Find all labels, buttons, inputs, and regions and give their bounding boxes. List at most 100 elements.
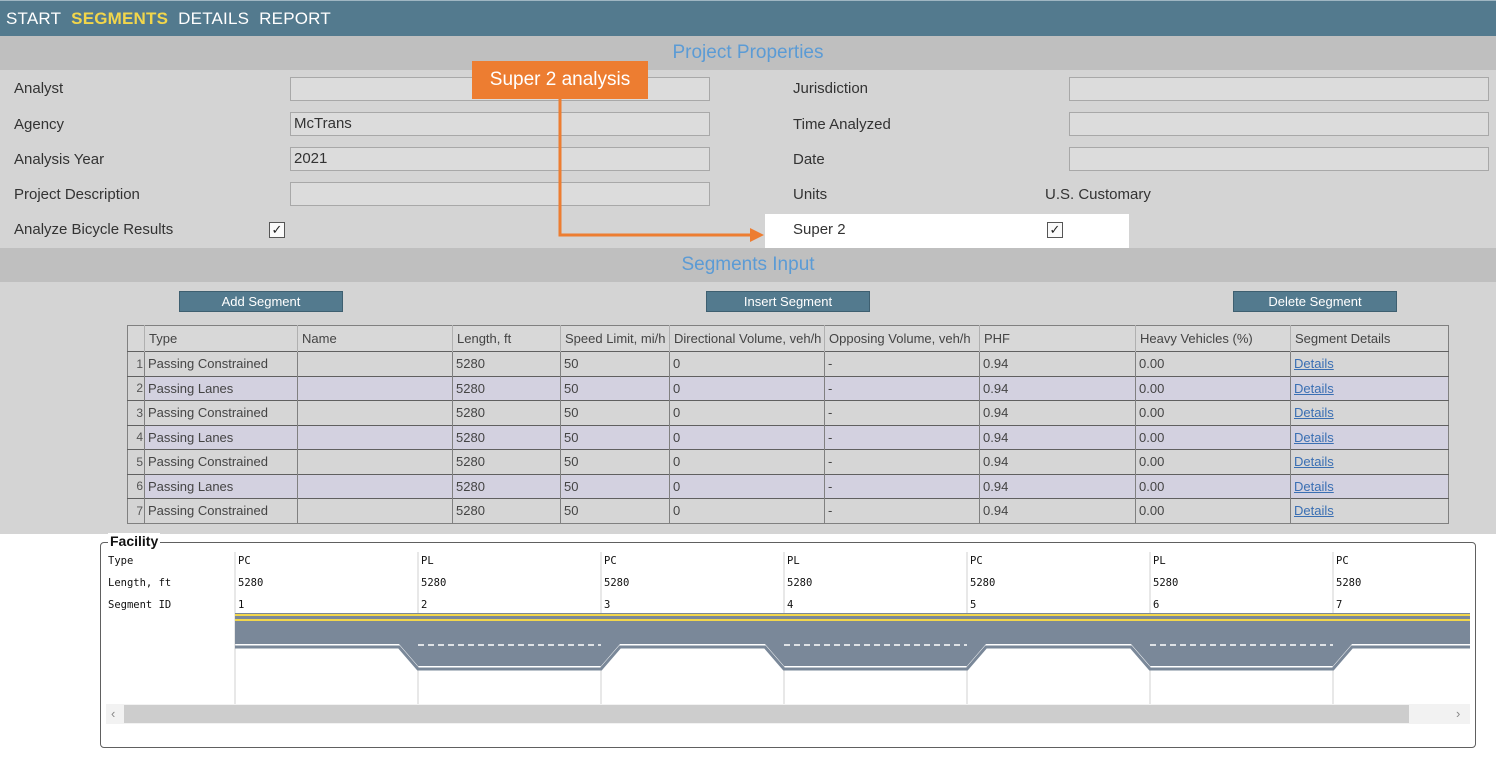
cell-heavy-vehicles[interactable]: 0.00: [1135, 375, 1291, 401]
cell-type[interactable]: Passing Constrained: [144, 498, 298, 523]
column-header-length[interactable]: Length, ft: [452, 325, 561, 352]
cell-speed-limit[interactable]: 50: [560, 449, 670, 474]
cell-phf[interactable]: 0.94: [979, 351, 1136, 376]
cell-speed-limit[interactable]: 50: [560, 424, 670, 450]
cell-type[interactable]: Passing Lanes: [144, 375, 298, 401]
scroll-left-arrow[interactable]: ‹: [111, 706, 116, 721]
add-segment-button[interactable]: Add Segment: [179, 291, 343, 312]
cell-directional-volume[interactable]: 0: [669, 375, 825, 401]
column-header-heavy-vehicles[interactable]: Heavy Vehicles (%): [1135, 325, 1291, 352]
insert-segment-button[interactable]: Insert Segment: [706, 291, 870, 312]
jurisdiction-field[interactable]: [1069, 77, 1489, 101]
cell-type[interactable]: Passing Constrained: [144, 351, 298, 376]
cell-length[interactable]: 5280: [452, 473, 561, 499]
column-header-opposing-volume[interactable]: Opposing Volume, veh/h: [824, 325, 980, 352]
tab-report[interactable]: REPORT: [259, 8, 331, 28]
delete-segment-button[interactable]: Delete Segment: [1233, 291, 1397, 312]
cell-phf[interactable]: 0.94: [979, 473, 1136, 499]
date-field[interactable]: [1069, 147, 1489, 171]
project-description-field[interactable]: [290, 182, 710, 206]
scroll-thumb[interactable]: [124, 705, 1409, 723]
cell-opposing-volume[interactable]: -: [824, 351, 980, 376]
column-header-name[interactable]: Name: [297, 325, 453, 352]
cell-opposing-volume[interactable]: -: [824, 375, 980, 401]
cell-opposing-volume[interactable]: -: [824, 473, 980, 499]
details-link[interactable]: Details: [1290, 351, 1449, 376]
cell-directional-volume[interactable]: 0: [669, 400, 825, 425]
cell-type[interactable]: Passing Constrained: [144, 449, 298, 474]
cell-phf[interactable]: 0.94: [979, 498, 1136, 523]
tab-details[interactable]: DETAILS: [178, 8, 250, 28]
cell-length[interactable]: 5280: [452, 449, 561, 474]
agency-field[interactable]: McTrans: [290, 112, 710, 136]
cell-opposing-volume[interactable]: -: [824, 498, 980, 523]
details-link[interactable]: Details: [1290, 449, 1449, 474]
cell-heavy-vehicles[interactable]: 0.00: [1135, 473, 1291, 499]
cell-length[interactable]: 5280: [452, 424, 561, 450]
cell-name[interactable]: [297, 449, 453, 474]
cell-heavy-vehicles[interactable]: 0.00: [1135, 424, 1291, 450]
cell-length[interactable]: 5280: [452, 375, 561, 401]
column-header-type[interactable]: Type: [144, 325, 298, 352]
cell-opposing-volume[interactable]: -: [824, 424, 980, 450]
cell-heavy-vehicles[interactable]: 0.00: [1135, 400, 1291, 425]
details-link[interactable]: Details: [1290, 424, 1449, 450]
table-row[interactable]: 7 Passing Constrained 5280 50 0 - 0.94 0…: [127, 498, 1449, 523]
column-header-segment-details[interactable]: Segment Details: [1290, 325, 1449, 352]
cell-speed-limit[interactable]: 50: [560, 351, 670, 376]
details-link[interactable]: Details: [1290, 498, 1449, 523]
details-link[interactable]: Details: [1290, 375, 1449, 401]
scroll-right-arrow[interactable]: ›: [1456, 706, 1461, 721]
cell-directional-volume[interactable]: 0: [669, 449, 825, 474]
cell-name[interactable]: [297, 400, 453, 425]
table-row[interactable]: 3 Passing Constrained 5280 50 0 - 0.94 0…: [127, 400, 1449, 425]
cell-speed-limit[interactable]: 50: [560, 498, 670, 523]
tab-segments[interactable]: SEGMENTS: [71, 8, 169, 28]
table-row[interactable]: 6 Passing Lanes 5280 50 0 - 0.94 0.00 De…: [127, 473, 1449, 499]
table-row[interactable]: 2 Passing Lanes 5280 50 0 - 0.94 0.00 De…: [127, 375, 1449, 401]
table-row[interactable]: 4 Passing Lanes 5280 50 0 - 0.94 0.00 De…: [127, 424, 1449, 450]
cell-type[interactable]: Passing Constrained: [144, 400, 298, 425]
cell-directional-volume[interactable]: 0: [669, 424, 825, 450]
cell-speed-limit[interactable]: 50: [560, 375, 670, 401]
column-header-directional-volume[interactable]: Directional Volume, veh/h: [669, 325, 825, 352]
units-value[interactable]: U.S. Customary: [1045, 186, 1151, 203]
analyze-bicycle-checkbox[interactable]: ✓: [269, 222, 285, 238]
cell-name[interactable]: [297, 424, 453, 450]
column-header-phf[interactable]: PHF: [979, 325, 1136, 352]
table-row[interactable]: 1 Passing Constrained 5280 50 0 - 0.94 0…: [127, 351, 1449, 376]
cell-heavy-vehicles[interactable]: 0.00: [1135, 449, 1291, 474]
cell-opposing-volume[interactable]: -: [824, 400, 980, 425]
cell-length[interactable]: 5280: [452, 400, 561, 425]
column-header-speed-limit[interactable]: Speed Limit, mi/h: [560, 325, 670, 352]
cell-directional-volume[interactable]: 0: [669, 351, 825, 376]
facility-scrollbar[interactable]: ‹ ›: [106, 704, 1470, 724]
cell-heavy-vehicles[interactable]: 0.00: [1135, 351, 1291, 376]
cell-speed-limit[interactable]: 50: [560, 400, 670, 425]
cell-speed-limit[interactable]: 50: [560, 473, 670, 499]
cell-phf[interactable]: 0.94: [979, 449, 1136, 474]
cell-type[interactable]: Passing Lanes: [144, 473, 298, 499]
table-row[interactable]: 5 Passing Constrained 5280 50 0 - 0.94 0…: [127, 449, 1449, 474]
cell-type[interactable]: Passing Lanes: [144, 424, 298, 450]
cell-name[interactable]: [297, 375, 453, 401]
details-link[interactable]: Details: [1290, 473, 1449, 499]
cell-name[interactable]: [297, 498, 453, 523]
cell-length[interactable]: 5280: [452, 498, 561, 523]
cell-phf[interactable]: 0.94: [979, 400, 1136, 425]
cell-heavy-vehicles[interactable]: 0.00: [1135, 498, 1291, 523]
cell-directional-volume[interactable]: 0: [669, 473, 825, 499]
details-link[interactable]: Details: [1290, 400, 1449, 425]
tab-start[interactable]: START: [6, 8, 62, 28]
analysis-year-field[interactable]: 2021: [290, 147, 710, 171]
cell-phf[interactable]: 0.94: [979, 375, 1136, 401]
cell-directional-volume[interactable]: 0: [669, 498, 825, 523]
cell-length[interactable]: 5280: [452, 351, 561, 376]
cell-opposing-volume[interactable]: -: [824, 449, 980, 474]
time-analyzed-field[interactable]: [1069, 112, 1489, 136]
cell-name[interactable]: [297, 351, 453, 376]
cell-phf[interactable]: 0.94: [979, 424, 1136, 450]
super2-checkbox[interactable]: ✓: [1047, 222, 1063, 238]
cell-name[interactable]: [297, 473, 453, 499]
